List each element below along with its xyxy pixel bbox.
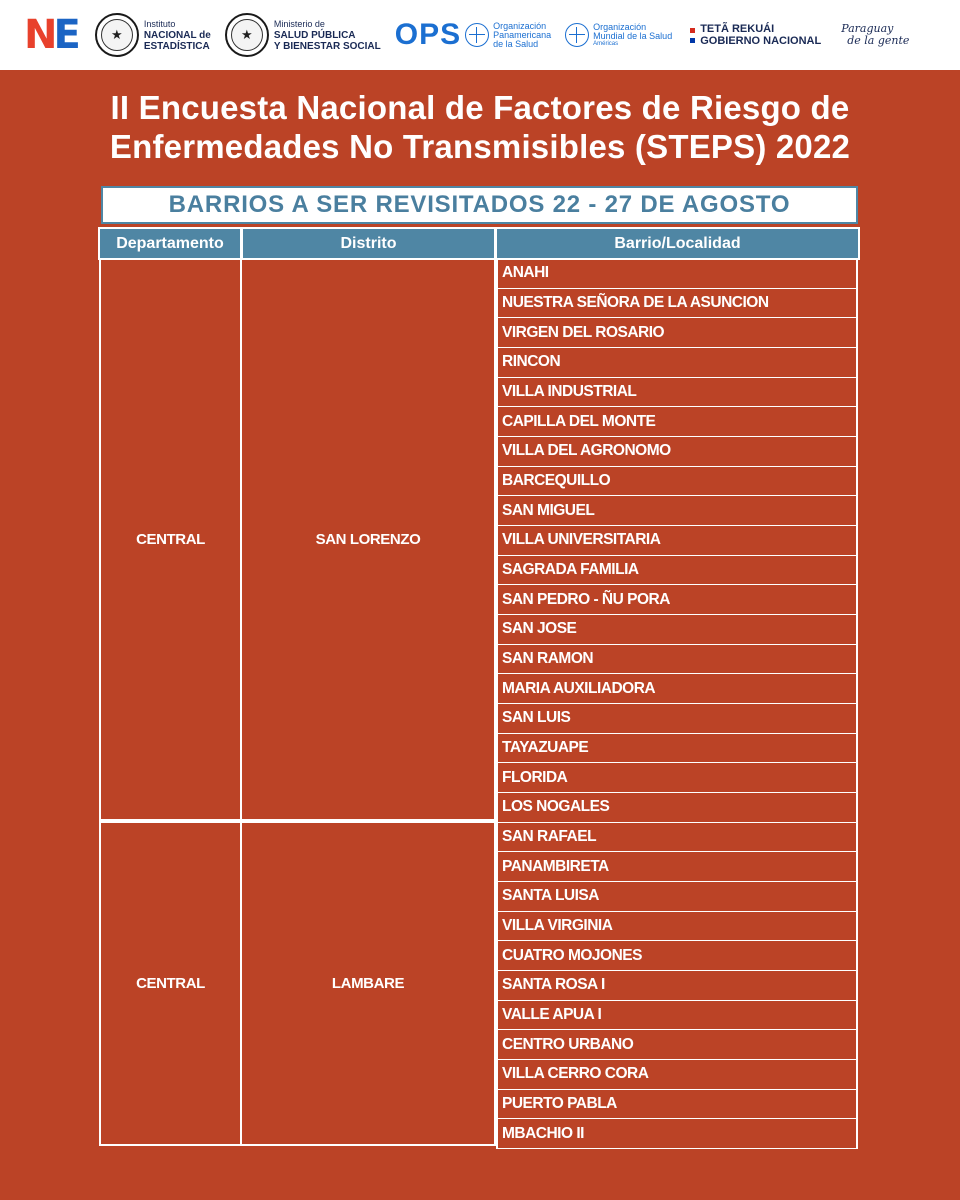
gobierno-logo: TETÃ REKUÁI GOBIERNO NACIONAL [690, 23, 821, 47]
paraguay-seal-icon [94, 13, 139, 57]
barrio-row: VILLA INDUSTRIAL [496, 376, 858, 408]
ministry-seal-icon [224, 13, 269, 57]
barrio-row: VILLA DEL AGRONOMO [496, 436, 858, 467]
barrio-row: TAYAZUAPE [496, 732, 858, 764]
ops-logo: OPS Organización Panamericana de la Salu… [394, 18, 552, 51]
barrio-row: VILLA UNIVERSITARIA [496, 525, 858, 556]
ops-name: Organización Panamericana de la Salud [493, 20, 552, 49]
slogan-text: Paraguay de la gente [841, 22, 910, 47]
barrio-row: LOS NOGALES [496, 792, 858, 823]
departamento-cell: CENTRAL [99, 821, 242, 1146]
departamento-cell: CENTRAL [99, 258, 242, 821]
barrio-row: BARCEQUILLO [496, 465, 858, 497]
barrio-row: CUATRO MOJONES [496, 940, 858, 972]
ine-mark: N E [24, 12, 81, 58]
msp-logo: Ministerio de SALUD PÚBLICA Y BIENESTAR … [224, 13, 381, 57]
barrio-row: PANAMBIRETA [496, 851, 858, 883]
barrio-row: NUESTRA SEÑORA DE LA ASUNCION [496, 287, 858, 319]
barrio-row: SAN RAFAEL [496, 821, 858, 853]
header-distrito: Distrito [241, 227, 496, 260]
barrio-row: MBACHIO II [496, 1118, 858, 1150]
gobierno-name: TETÃ REKUÁI GOBIERNO NACIONAL [700, 23, 822, 47]
barrio-row: FLORIDA [496, 762, 858, 794]
barrio-row: MARIA AUXILIADORA [496, 673, 858, 705]
page-title: II Encuesta Nacional de Factores de Ries… [109, 89, 851, 165]
ine-seal-logo: Instituto NACIONAL de ESTADÍSTICA [94, 13, 211, 57]
oms-logo: Organización Mundial de la Salud América… [565, 21, 673, 48]
ine-logo: N E [24, 12, 81, 58]
barrio-row: RINCON [496, 347, 858, 378]
globe-icon [465, 23, 490, 47]
barrio-row: SAN LUIS [496, 703, 858, 734]
barrio-row: SANTA LUISA [496, 881, 858, 912]
barrio-row: SAN MIGUEL [496, 495, 858, 527]
barrio-row: VILLA CERRO CORA [496, 1059, 858, 1090]
barrio-row: SAGRADA FAMILIA [496, 554, 858, 586]
ine-name: Instituto NACIONAL de ESTADÍSTICA [143, 18, 211, 52]
barrio-row: PUERTO PABLA [496, 1088, 858, 1120]
flag-icon [690, 27, 696, 43]
subtitle-banner: BARRIOS A SER REVISITADOS 22 - 27 DE AGO… [101, 186, 858, 224]
slogan-logo: Paraguay de la gente [841, 23, 909, 47]
barrio-row: SAN PEDRO - ÑU PORA [496, 584, 858, 616]
distrito-cell: LAMBARE [240, 821, 496, 1146]
barrio-row: SANTA ROSA I [496, 970, 858, 1001]
barrio-row: VILLA VIRGINIA [496, 910, 858, 942]
logo-bar: N E Instituto NACIONAL de ESTADÍSTICA Mi… [0, 0, 960, 70]
header-barrio: Barrio/Localidad [495, 227, 860, 260]
barrio-row: CENTRO URBANO [496, 1029, 858, 1061]
barrio-row: ANAHI [496, 258, 858, 289]
barrio-row: VALLE APUA I [496, 999, 858, 1031]
header-departamento: Departamento [98, 227, 242, 260]
oms-name: Organización Mundial de la Salud América… [593, 21, 673, 47]
who-emblem-icon [565, 23, 590, 47]
barrio-row: VIRGEN DEL ROSARIO [496, 317, 858, 348]
distrito-cell: SAN LORENZO [240, 258, 496, 821]
barrio-row: CAPILLA DEL MONTE [496, 406, 858, 438]
barrio-row: SAN JOSE [496, 614, 858, 645]
barrio-row: SAN RAMON [496, 643, 858, 675]
msp-name: Ministerio de SALUD PÚBLICA Y BIENESTAR … [273, 18, 381, 52]
